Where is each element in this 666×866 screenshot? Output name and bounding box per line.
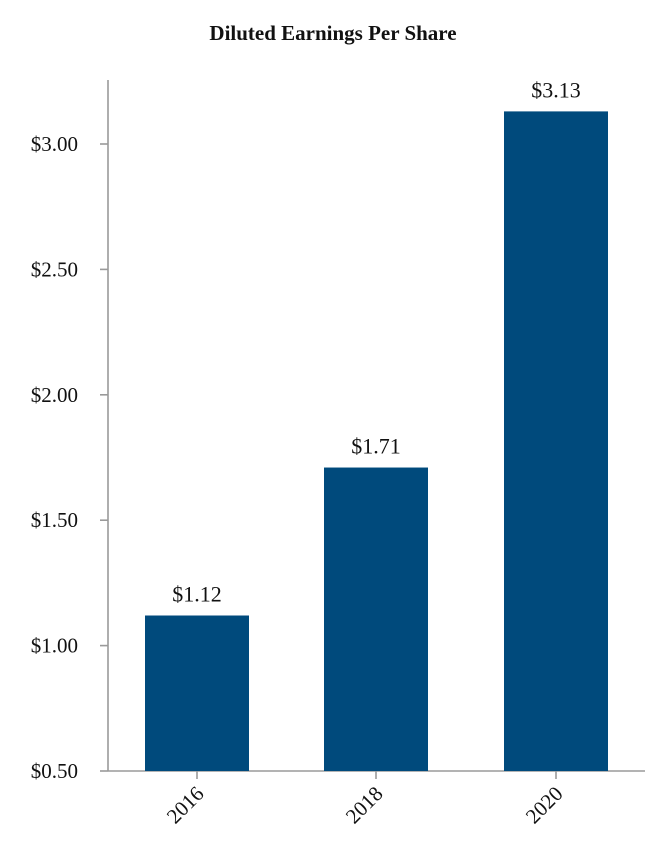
x-tick-label: 2018 [341, 782, 388, 829]
x-tick-label: 2016 [162, 782, 209, 829]
bars [145, 111, 608, 771]
y-tick-label: $0.50 [31, 759, 78, 783]
x-axis: 2016 2018 2020 [108, 770, 645, 829]
data-labels: $1.12 $1.71 $3.13 [172, 77, 581, 606]
y-tick-label: $1.50 [31, 508, 78, 532]
bar-2018 [324, 467, 428, 771]
chart-title: Diluted Earnings Per Share [209, 21, 456, 45]
bar-2020 [504, 111, 608, 771]
y-tick-label: $1.00 [31, 634, 78, 658]
data-label-2018: $1.71 [351, 434, 401, 459]
data-label-2020: $3.13 [531, 77, 581, 102]
data-label-2016: $1.12 [172, 582, 222, 607]
x-tick-label: 2020 [521, 782, 568, 829]
y-axis: $0.50 $1.00 $1.50 $2.00 $2.50 $3.00 [31, 80, 109, 783]
bar-2016 [145, 615, 249, 771]
y-tick-label: $2.00 [31, 383, 78, 407]
y-tick-label: $2.50 [31, 257, 78, 281]
y-tick-label: $3.00 [31, 132, 78, 156]
